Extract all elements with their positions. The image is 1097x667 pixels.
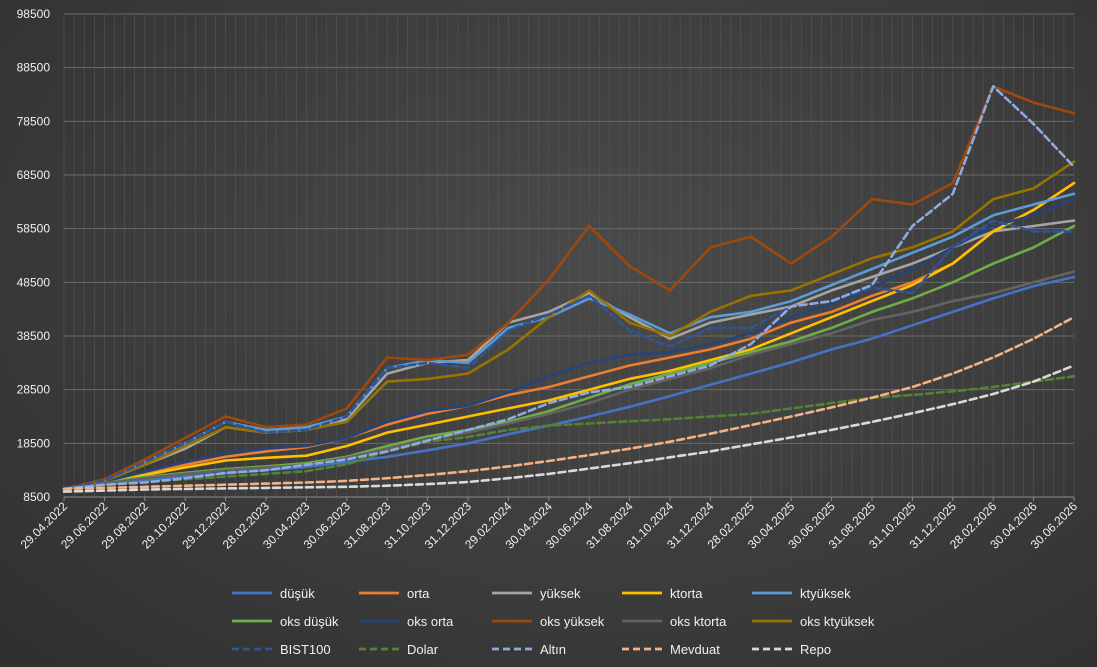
legend-label: ktyüksek xyxy=(800,586,851,601)
series-line xyxy=(62,197,1076,491)
y-tick-label: 48500 xyxy=(17,275,51,289)
series-line xyxy=(62,315,1076,491)
y-tick-label: 68500 xyxy=(17,168,51,182)
legend-label: Mevduat xyxy=(670,642,720,657)
legend-label: yüksek xyxy=(540,586,581,601)
legend-label: ktorta xyxy=(670,586,703,601)
series-line xyxy=(62,374,1076,491)
legend-label: Dolar xyxy=(407,642,439,657)
series-line xyxy=(62,270,1076,491)
y-tick-label: 8500 xyxy=(23,490,50,504)
y-tick-label: 88500 xyxy=(17,61,51,75)
y-tick-label: 58500 xyxy=(17,222,51,236)
series-line xyxy=(62,219,1076,491)
series-lines xyxy=(62,85,1076,493)
y-tick-label: 78500 xyxy=(17,114,51,128)
legend-label: oks ktyüksek xyxy=(800,614,875,629)
legend-label: düşük xyxy=(280,586,315,601)
series-line xyxy=(62,85,1076,491)
y-tick-label: 38500 xyxy=(17,329,51,343)
legend-label: oks orta xyxy=(407,614,454,629)
series-line xyxy=(62,181,1076,491)
legend-label: BIST100 xyxy=(280,642,331,657)
legend-label: oks ktorta xyxy=(670,614,727,629)
legend-label: orta xyxy=(407,586,430,601)
y-tick-label: 28500 xyxy=(17,383,51,397)
legend-label: Altın xyxy=(540,642,566,657)
y-tick-label: 98500 xyxy=(17,7,51,21)
series-line xyxy=(62,181,1076,491)
series-line xyxy=(62,85,1076,491)
legend-label: oks yüksek xyxy=(540,614,605,629)
legend: düşük orta yüksek ktorta ktyüksek oks düşük ok… xyxy=(232,586,875,657)
legend-label: oks düşük xyxy=(280,614,339,629)
y-tick-label: 18500 xyxy=(17,436,51,450)
legend-label: Repo xyxy=(800,642,831,657)
series-line xyxy=(62,364,1076,493)
